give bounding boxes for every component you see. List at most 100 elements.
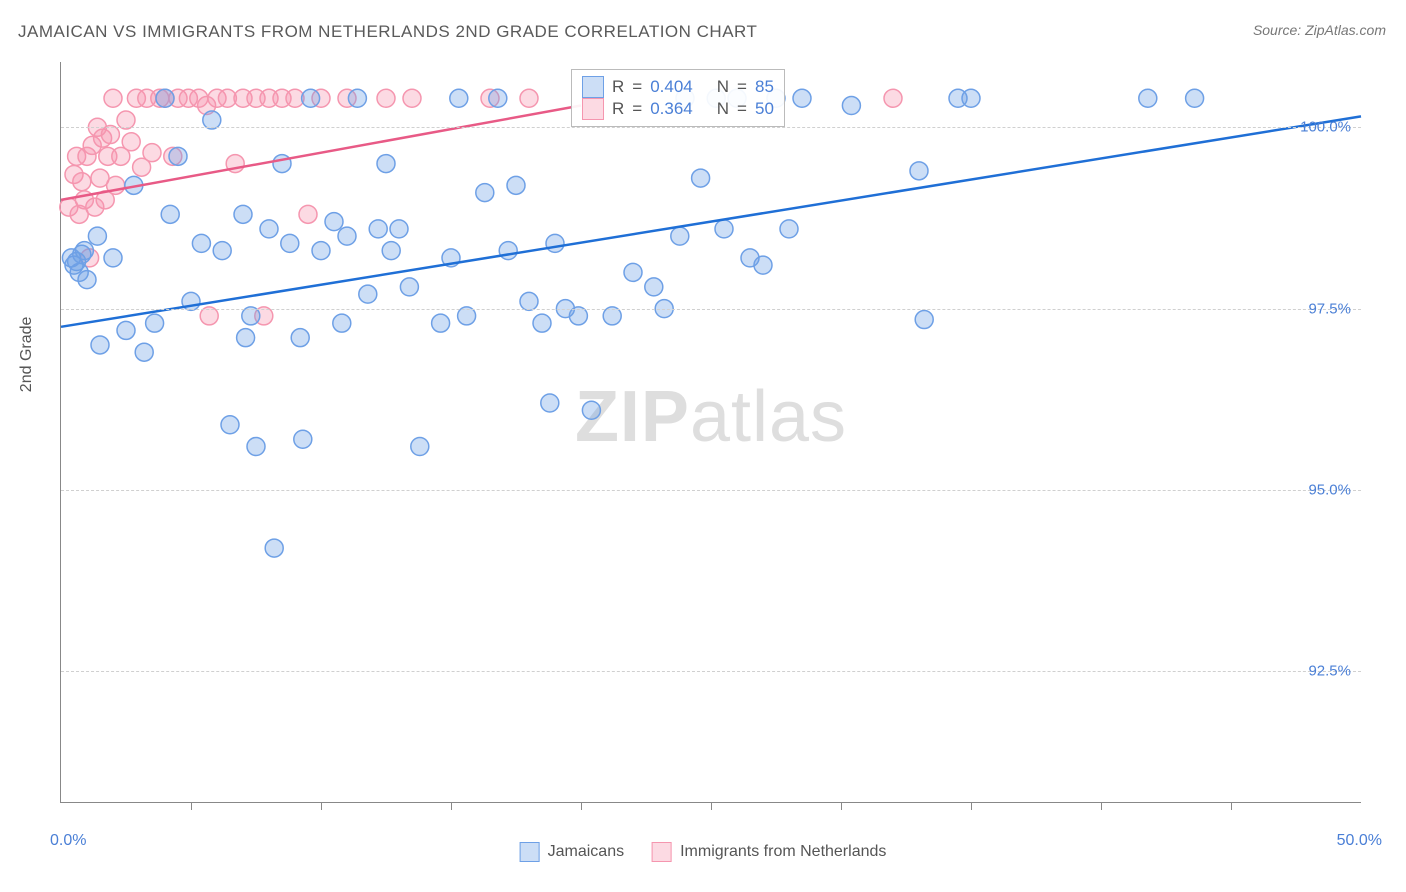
data-point <box>1186 89 1204 107</box>
data-point <box>754 256 772 274</box>
data-point <box>962 89 980 107</box>
correlation-row-2: R = 0.364 N = 50 <box>582 98 774 120</box>
ytick-label: 95.0% <box>1308 482 1351 499</box>
data-point <box>411 438 429 456</box>
series2-r-value: 0.364 <box>650 99 693 119</box>
data-point <box>104 249 122 267</box>
data-point <box>234 205 252 223</box>
chart-svg <box>61 62 1361 802</box>
chart-container: JAMAICAN VS IMMIGRANTS FROM NETHERLANDS … <box>0 0 1406 892</box>
xtick <box>1101 802 1102 810</box>
y-axis-label: 2nd Grade <box>18 317 36 393</box>
ytick-label: 100.0% <box>1300 119 1351 136</box>
data-point <box>88 227 106 245</box>
xtick <box>1231 802 1232 810</box>
data-point <box>237 329 255 347</box>
data-point <box>312 242 330 260</box>
data-point <box>499 242 517 260</box>
n-letter: N <box>717 77 729 97</box>
chart-source: Source: ZipAtlas.com <box>1253 22 1386 38</box>
legend-item-2: Immigrants from Netherlands <box>652 842 886 862</box>
eq: = <box>737 77 747 97</box>
xtick <box>321 802 322 810</box>
series2-name: Immigrants from Netherlands <box>680 843 886 860</box>
data-point <box>169 147 187 165</box>
plot-area: ZIPatlas R = 0.404 N = 85 R = 0.364 N <box>60 62 1361 803</box>
data-point <box>260 220 278 238</box>
series1-name: Jamaicans <box>548 843 624 860</box>
data-point <box>325 213 343 231</box>
data-point <box>294 430 312 448</box>
data-point <box>390 220 408 238</box>
data-point <box>73 173 91 191</box>
data-point <box>377 89 395 107</box>
data-point <box>671 227 689 245</box>
data-point <box>842 97 860 115</box>
n-letter: N <box>717 99 729 119</box>
ytick-label: 92.5% <box>1308 663 1351 680</box>
data-point <box>143 144 161 162</box>
data-point <box>400 278 418 296</box>
data-point <box>135 343 153 361</box>
data-point <box>377 155 395 173</box>
eq: = <box>632 77 642 97</box>
data-point <box>299 205 317 223</box>
series1-r-value: 0.404 <box>650 77 693 97</box>
data-point <box>403 89 421 107</box>
xtick <box>581 802 582 810</box>
gridline-h <box>61 671 1361 672</box>
series2-swatch <box>582 98 604 120</box>
xtick <box>841 802 842 810</box>
data-point <box>75 242 93 260</box>
series2-swatch-icon <box>652 842 672 862</box>
data-point <box>91 336 109 354</box>
gridline-h <box>61 309 1361 310</box>
data-point <box>78 271 96 289</box>
ytick-label: 97.5% <box>1308 300 1351 317</box>
series1-n-value: 85 <box>755 77 774 97</box>
xtick <box>971 802 972 810</box>
data-point <box>520 89 538 107</box>
data-point <box>780 220 798 238</box>
data-point <box>476 184 494 202</box>
data-point <box>117 321 135 339</box>
data-point <box>273 155 291 173</box>
data-point <box>359 285 377 303</box>
data-point <box>213 242 231 260</box>
data-point <box>265 539 283 557</box>
data-point <box>582 401 600 419</box>
data-point <box>450 89 468 107</box>
data-point <box>1139 89 1157 107</box>
xtick <box>191 802 192 810</box>
data-point <box>533 314 551 332</box>
correlation-row-1: R = 0.404 N = 85 <box>582 76 774 98</box>
data-point <box>221 416 239 434</box>
data-point <box>624 263 642 281</box>
gridline-h <box>61 127 1361 128</box>
data-point <box>382 242 400 260</box>
eq: = <box>632 99 642 119</box>
data-point <box>281 234 299 252</box>
data-point <box>192 234 210 252</box>
data-point <box>104 89 122 107</box>
legend-item-1: Jamaicans <box>520 842 624 862</box>
data-point <box>915 311 933 329</box>
r-letter: R <box>612 77 624 97</box>
data-point <box>489 89 507 107</box>
data-point <box>146 314 164 332</box>
data-point <box>156 89 174 107</box>
data-point <box>546 234 564 252</box>
data-point <box>692 169 710 187</box>
eq: = <box>737 99 747 119</box>
data-point <box>302 89 320 107</box>
trend-line <box>61 106 581 200</box>
chart-title: JAMAICAN VS IMMIGRANTS FROM NETHERLANDS … <box>18 22 757 42</box>
series1-swatch <box>582 76 604 98</box>
trend-line <box>61 116 1361 326</box>
series2-n-value: 50 <box>755 99 774 119</box>
data-point <box>715 220 733 238</box>
series-legend: Jamaicans Immigrants from Netherlands <box>520 842 887 862</box>
data-point <box>333 314 351 332</box>
data-point <box>793 89 811 107</box>
correlation-legend: R = 0.404 N = 85 R = 0.364 N = 50 <box>571 69 785 127</box>
